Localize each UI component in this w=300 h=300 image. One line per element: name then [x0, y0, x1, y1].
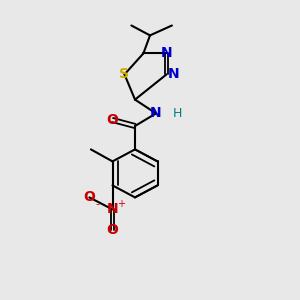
- Text: +: +: [117, 199, 125, 209]
- Text: O: O: [106, 224, 119, 237]
- Text: O: O: [83, 190, 95, 204]
- Text: N: N: [161, 46, 172, 60]
- Text: N: N: [167, 68, 179, 81]
- Text: S: S: [119, 68, 130, 81]
- Text: N: N: [107, 202, 118, 216]
- Text: H: H: [172, 107, 182, 120]
- Text: O: O: [106, 113, 119, 127]
- Text: N: N: [150, 106, 162, 120]
- Text: -: -: [96, 199, 100, 209]
